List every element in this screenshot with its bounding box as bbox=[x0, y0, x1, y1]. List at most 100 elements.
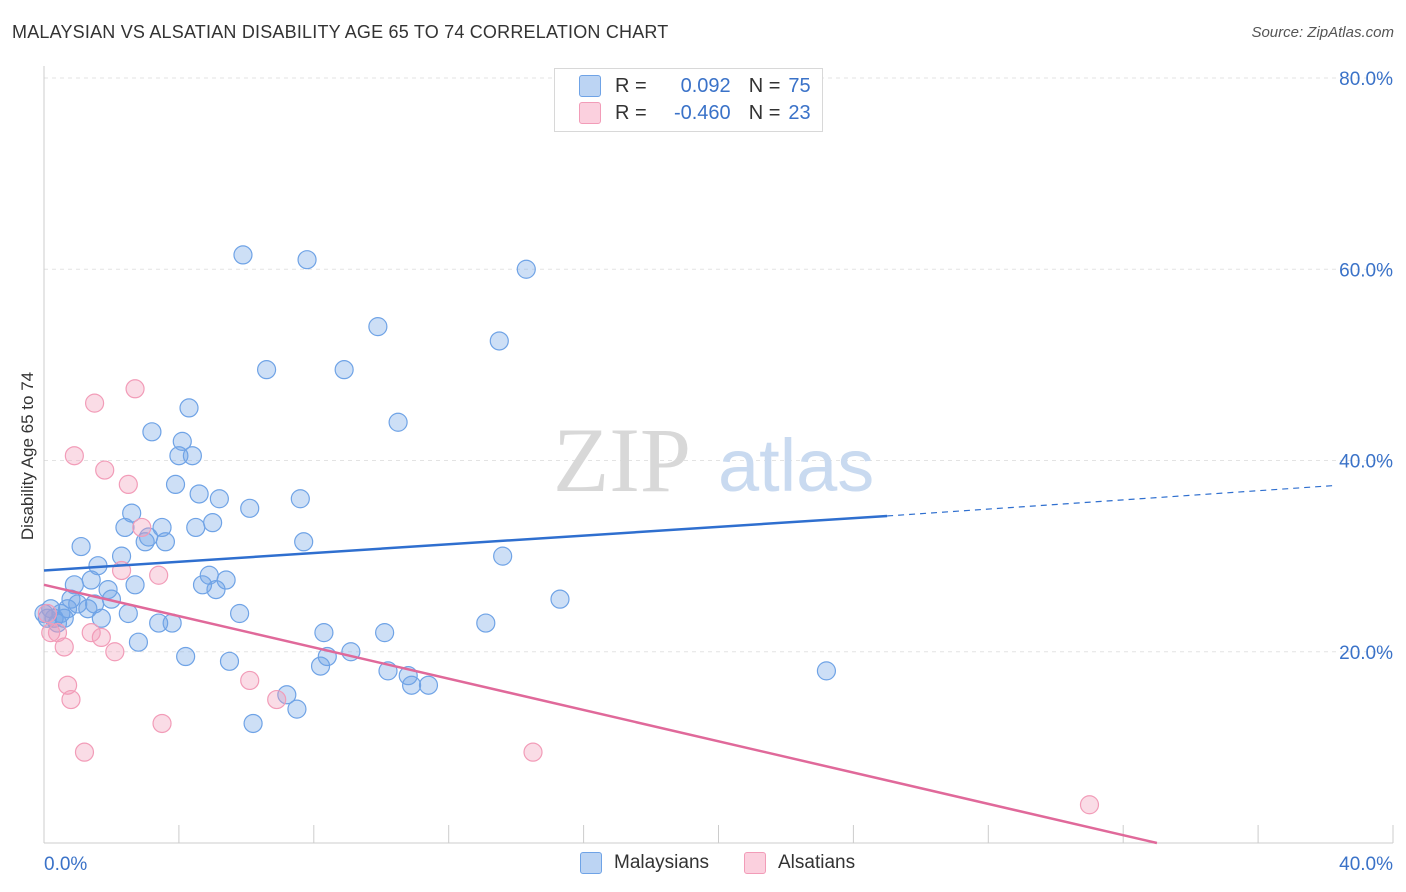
alsatian-point bbox=[58, 675, 78, 695]
legend-r-value: 0.092 bbox=[680, 74, 731, 97]
malaysian-point bbox=[118, 603, 138, 624]
malaysian-points bbox=[34, 245, 837, 734]
malaysian-point bbox=[172, 431, 192, 451]
legend-n-value: 75 bbox=[788, 74, 811, 97]
malaysians-swatch bbox=[579, 75, 601, 97]
alsatian-point bbox=[95, 460, 115, 480]
malaysian-point bbox=[297, 250, 317, 270]
y-tick-label: 60.0% bbox=[1339, 260, 1393, 281]
legend-box: R = 0.092 N = 75 R = -0.460 N = 23 bbox=[554, 68, 823, 132]
malaysian-point bbox=[125, 575, 145, 595]
legend-n-value: 23 bbox=[788, 101, 811, 124]
malaysian-point bbox=[189, 484, 209, 504]
tick-labels: 20.0% 40.0% 60.0% 80.0% 0.0% 40.0% bbox=[44, 69, 1393, 875]
bottom-legend-label: Malaysians bbox=[614, 852, 710, 873]
alsatian-point bbox=[149, 565, 169, 585]
legend-r-value: -0.460 bbox=[673, 101, 731, 124]
legend-n-label: N = bbox=[748, 74, 781, 97]
malaysian-point bbox=[179, 398, 199, 418]
alsatian-point bbox=[41, 623, 61, 643]
alsatians-trend-line bbox=[43, 583, 1158, 845]
malaysian-point bbox=[816, 661, 837, 681]
malaysian-point bbox=[375, 623, 395, 643]
malaysian-point bbox=[186, 517, 206, 538]
malaysian-point bbox=[287, 699, 307, 719]
alsatian-point bbox=[1079, 795, 1100, 815]
alsatian-point bbox=[267, 689, 287, 710]
source-label: Source: ZipAtlas.com bbox=[1251, 24, 1394, 41]
x-tick-label: 0.0% bbox=[44, 854, 87, 875]
malaysian-point bbox=[165, 474, 186, 495]
alsatian-point bbox=[74, 742, 95, 762]
y-tick-label: 40.0% bbox=[1339, 452, 1393, 473]
alsatian-point bbox=[64, 446, 84, 466]
malaysian-point bbox=[206, 579, 226, 600]
alsatian-point bbox=[240, 670, 260, 691]
malaysian-point bbox=[142, 422, 162, 442]
malaysian-point bbox=[203, 513, 223, 533]
malaysian-point bbox=[368, 317, 388, 337]
malaysian-point bbox=[294, 532, 314, 552]
alsatian-point bbox=[125, 379, 145, 399]
malaysian-point bbox=[334, 360, 354, 380]
legend-r-label: R = bbox=[615, 74, 647, 97]
malaysian-point bbox=[489, 331, 509, 351]
malaysian-point bbox=[216, 570, 236, 590]
alsatian-point bbox=[91, 627, 111, 648]
watermark-zip: ZIP bbox=[553, 409, 691, 511]
chart-title: MALAYSIAN VS ALSATIAN DISABILITY AGE 65 … bbox=[12, 22, 669, 42]
y-tick-label: 20.0% bbox=[1339, 643, 1393, 664]
alsatian-point bbox=[61, 689, 81, 710]
malaysian-point bbox=[176, 646, 196, 667]
alsatian-point bbox=[81, 623, 101, 643]
malaysian-point bbox=[91, 608, 111, 628]
alsatian-point bbox=[152, 713, 172, 734]
malaysian-point bbox=[209, 489, 229, 509]
malaysian-point bbox=[516, 259, 536, 279]
alsatian-point bbox=[132, 517, 152, 538]
watermark-atlas: atlas bbox=[718, 424, 874, 507]
malaysian-point bbox=[71, 536, 91, 557]
alsatian-point bbox=[523, 742, 543, 762]
malaysian-point bbox=[128, 632, 149, 652]
malaysian-point bbox=[152, 517, 172, 538]
bottom-legend: Malaysians Alsatians bbox=[0, 852, 1406, 878]
malaysians-swatch bbox=[580, 852, 602, 874]
alsatian-point bbox=[37, 603, 57, 624]
malaysian-point bbox=[240, 498, 260, 518]
bottom-legend-malaysians: Malaysians bbox=[580, 852, 709, 874]
malaysian-point bbox=[493, 546, 513, 566]
malaysians-trend-extension bbox=[887, 485, 1334, 517]
malaysian-point bbox=[418, 675, 439, 695]
malaysians-trend-line bbox=[43, 514, 888, 572]
malaysian-point bbox=[230, 603, 250, 624]
bottom-legend-alsatians: Alsatians bbox=[744, 852, 855, 874]
bottom-legend-label: Alsatians bbox=[778, 852, 856, 873]
legend-n-label: N = bbox=[748, 101, 781, 124]
malaysian-point bbox=[155, 532, 176, 552]
malaysian-point bbox=[122, 503, 142, 523]
malaysian-point bbox=[310, 656, 331, 676]
alsatian-point bbox=[105, 642, 125, 662]
axes bbox=[43, 66, 1394, 844]
y-tick-label: 80.0% bbox=[1339, 69, 1393, 90]
alsatian-point bbox=[118, 474, 138, 495]
malaysian-point bbox=[169, 446, 189, 466]
legend-row-malaysians: R = 0.092 N = 75 bbox=[579, 73, 811, 99]
malaysian-point bbox=[290, 489, 310, 509]
malaysian-point bbox=[314, 623, 334, 643]
malaysian-point bbox=[388, 412, 408, 432]
alsatians-swatch bbox=[744, 852, 766, 874]
alsatian-point bbox=[84, 393, 105, 413]
malaysian-point bbox=[550, 589, 570, 609]
malaysian-point bbox=[182, 446, 202, 466]
malaysian-point bbox=[277, 685, 297, 705]
malaysian-point bbox=[68, 594, 88, 614]
malaysian-point bbox=[219, 651, 240, 671]
alsatian-point bbox=[54, 637, 74, 657]
malaysian-point bbox=[402, 675, 422, 695]
legend-row-alsatians: R = -0.460 N = 23 bbox=[579, 100, 811, 126]
malaysian-point bbox=[233, 245, 253, 265]
gridlines bbox=[44, 77, 1393, 653]
